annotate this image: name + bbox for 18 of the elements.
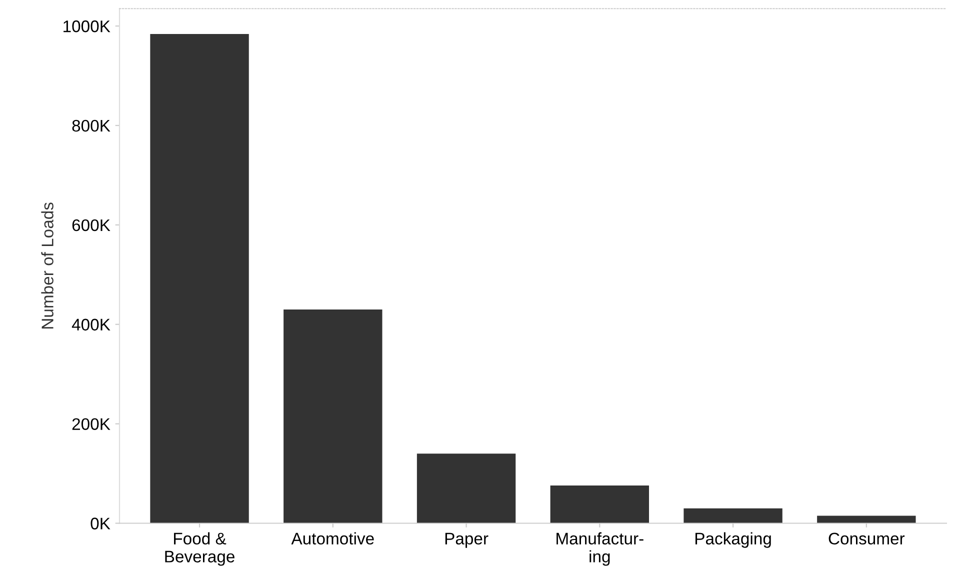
x-tick-label: Paper <box>445 532 488 548</box>
y-tick-label: 0K <box>90 518 110 530</box>
y-axis-title: Number of Loads <box>41 202 54 328</box>
x-tick-label: Food & Beverage <box>165 532 234 566</box>
y-tick-label: 600K <box>72 219 110 232</box>
y-tick-label: 800K <box>72 120 110 132</box>
y-tick-label: 1000K <box>64 20 110 32</box>
x-tick-label: Automotive <box>291 532 374 545</box>
bar <box>416 454 516 524</box>
bar <box>150 34 249 524</box>
bar <box>550 485 650 524</box>
y-tick-label: 200K <box>72 418 110 430</box>
x-tick-label: Packaging <box>695 532 771 548</box>
x-tick-label: Consumer <box>828 532 905 545</box>
bar <box>284 309 382 524</box>
y-tick-label: 400K <box>72 318 110 331</box>
bar <box>684 508 782 524</box>
x-tick-label: Manufactur- ing <box>556 532 644 566</box>
